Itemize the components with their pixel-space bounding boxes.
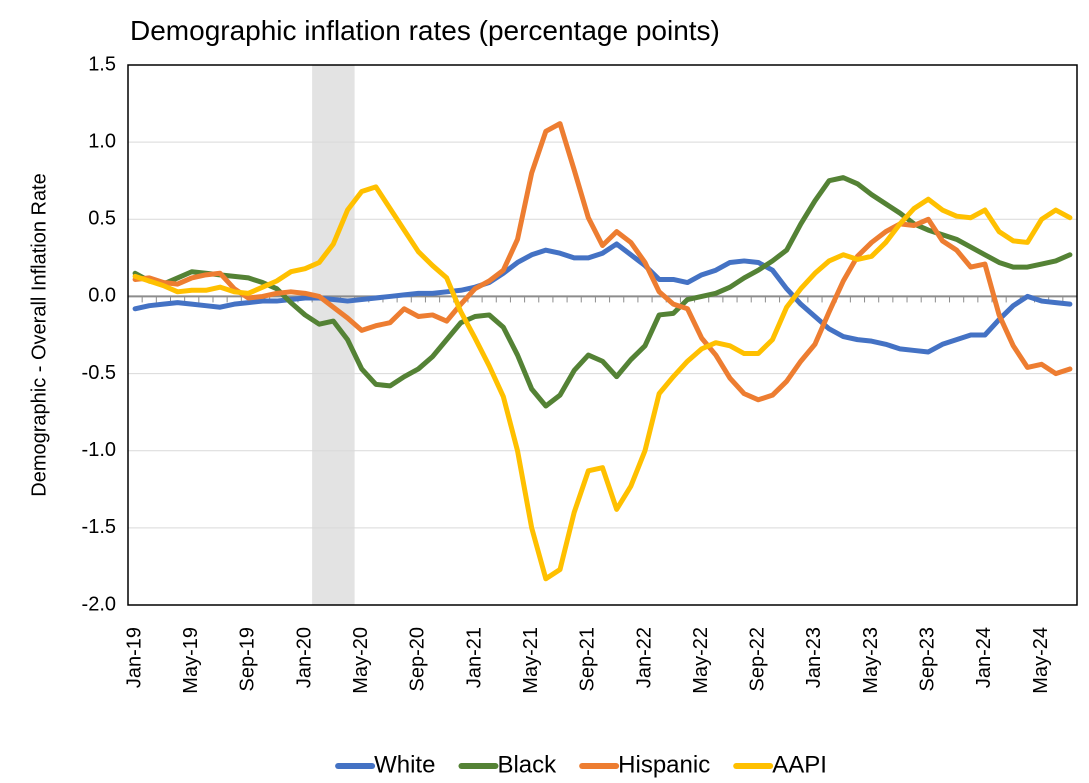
y-tick-label: -2.0 bbox=[82, 593, 116, 615]
legend-label: Hispanic bbox=[618, 751, 710, 778]
shaded-period bbox=[312, 65, 355, 605]
series-line bbox=[132, 184, 1073, 582]
legend-label: Black bbox=[497, 751, 557, 778]
x-tick-label: Jan-24 bbox=[973, 627, 995, 688]
x-tick-label: May-21 bbox=[520, 627, 542, 694]
x-tick-label: May-20 bbox=[350, 627, 372, 694]
y-tick-label: -0.5 bbox=[82, 362, 116, 384]
series-line bbox=[132, 121, 1073, 403]
x-tick-label: Jan-19 bbox=[123, 627, 145, 688]
x-tick-label: Sep-19 bbox=[237, 627, 259, 692]
y-tick-label: 0.0 bbox=[88, 285, 116, 307]
x-tick-label: May-22 bbox=[690, 627, 712, 694]
x-tick-label: Jan-22 bbox=[633, 627, 655, 688]
x-tick-label: Sep-20 bbox=[407, 627, 429, 692]
x-tick-label: May-23 bbox=[860, 627, 882, 694]
x-tick-label: Sep-22 bbox=[747, 627, 769, 692]
plot-frame bbox=[127, 64, 1078, 606]
x-tick-label: Jan-20 bbox=[293, 627, 315, 688]
x-tick-label: Sep-23 bbox=[917, 627, 939, 692]
x-tick-label: Jan-23 bbox=[803, 627, 825, 688]
x-tick-label: Sep-21 bbox=[577, 627, 599, 692]
y-tick-label: 0.5 bbox=[88, 208, 116, 230]
x-tick-label: May-19 bbox=[180, 627, 202, 694]
y-tick-label: -1.5 bbox=[82, 516, 116, 538]
y-tick-label: 1.5 bbox=[88, 53, 116, 75]
legend-label: White bbox=[374, 751, 435, 778]
legend: White Black Hispanic AAPI bbox=[335, 751, 827, 778]
x-tick-label: May-24 bbox=[1030, 627, 1052, 694]
legend-label: AAPI bbox=[772, 751, 827, 778]
series-line bbox=[132, 241, 1073, 355]
chart-title: Demographic inflation rates (percentage … bbox=[130, 15, 720, 46]
x-tick-label: Jan-21 bbox=[463, 627, 485, 688]
y-tick-label: 1.0 bbox=[88, 130, 116, 152]
y-tick-label: -1.0 bbox=[82, 439, 116, 461]
y-axis-title: Demographic - Overall Inflation Rate bbox=[28, 173, 50, 496]
